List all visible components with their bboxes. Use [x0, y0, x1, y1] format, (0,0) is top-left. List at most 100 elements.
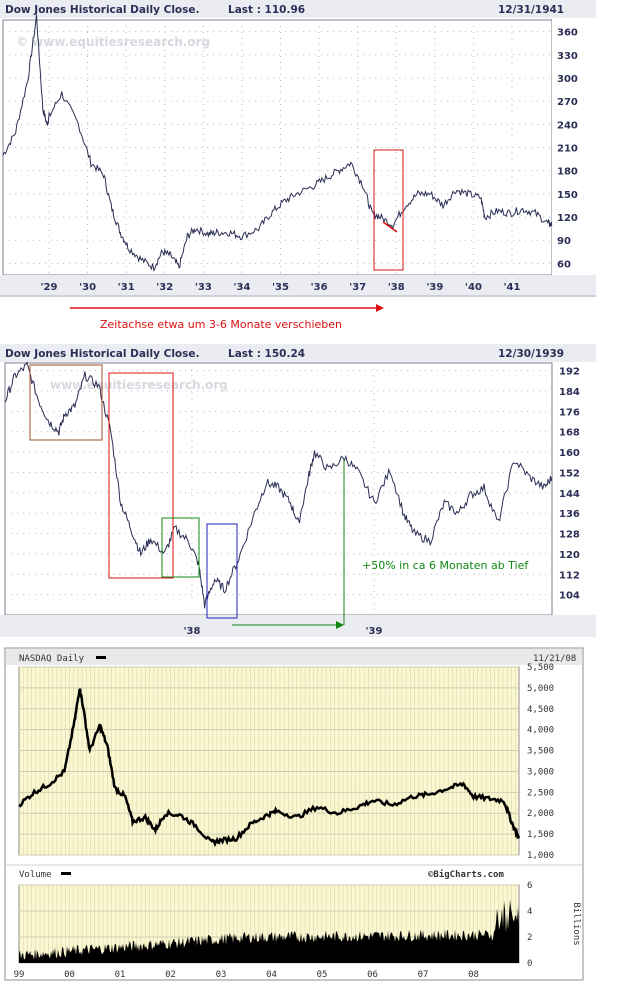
nasdaq-y-tick-label: 4,500	[527, 705, 554, 715]
chart1-header-bar	[0, 0, 596, 18]
chart2-watermark: www.equitiesresearch.org	[50, 378, 228, 392]
chart2-y-tick-label: 120	[559, 550, 580, 561]
volume-y-tick-label: 4	[527, 907, 532, 917]
chart2-y-tick-label: 144	[559, 489, 580, 500]
nasdaq-y-tick-label: 4,000	[527, 726, 554, 736]
chart2-x-tick-label: '39	[366, 626, 383, 637]
chart1-date: 12/31/1941	[498, 4, 564, 16]
nasdaq-x-tick-label: 06	[367, 970, 378, 980]
chart1-x-tick-label: '34	[233, 282, 250, 293]
chart2-header-bar	[0, 344, 596, 362]
chart1-watermark: © www.equitiesresearch.org	[16, 35, 210, 49]
chart1-y-tick-label: 120	[557, 213, 578, 224]
chart2-box-blue	[206, 523, 238, 619]
chart2-plot-area	[4, 362, 553, 616]
chart1-y-tick-label: 360	[557, 28, 578, 39]
chart2-x-ticks: '38 '39	[184, 626, 383, 637]
chart1-plot-area	[2, 19, 553, 276]
chart1-last: Last : 110.96	[228, 4, 305, 16]
volume-y-tick-label: 6	[527, 881, 532, 891]
nasdaq-y-ticks: 1,000 1,500 2,000 2,500 3,000 3,500 4,000 4,500…	[527, 663, 554, 861]
nasdaq-x-tick-label: 01	[115, 970, 126, 980]
chart1-x-tick-label: '33	[195, 282, 212, 293]
chart2-series-line	[4, 361, 553, 609]
chart2-y-tick-label: 168	[559, 428, 580, 439]
chart1-xaxis-bar	[0, 275, 596, 295]
chart2-y-tick-label: 160	[559, 448, 580, 459]
chart2-y-tick-label: 128	[559, 530, 580, 541]
dow-chart-1941: Dow Jones Historical Daily Close. Last :…	[0, 0, 596, 331]
nasdaq-y-tick-label: 5,000	[527, 684, 554, 694]
chart1-y-tick-label: 150	[557, 190, 578, 201]
volume-ylabel: Billions	[571, 902, 581, 945]
volume-bars	[19, 899, 519, 963]
nasdaq-y-tick-label: 3,500	[527, 747, 554, 757]
chart2-box-red	[108, 372, 174, 579]
chart1-x-tick-label: '32	[156, 282, 173, 293]
nasdaq-y-tick-label: 2,000	[527, 809, 554, 819]
chart1-y-tick-label: 300	[557, 74, 578, 85]
nasdaq-x-tick-label: 08	[468, 970, 479, 980]
chart1-x-tick-label: '40	[465, 282, 482, 293]
chart1-y-tick-label: 240	[557, 120, 578, 131]
nasdaq-chart: NASDAQ Daily 11/21/08 1,000 1,500 2,000 2,5…	[4, 647, 584, 981]
chart2-y-tick-label: 176	[559, 407, 580, 418]
chart2-y-tick-label: 152	[559, 468, 580, 479]
nasdaq-x-tick-label: 99	[14, 970, 25, 980]
chart1-y-tick-label: 180	[557, 167, 578, 178]
volume-y-ticks: 0 2 4 6	[527, 881, 532, 969]
nasdaq-x-ticks: 99 00 01 02 03 04 05 06 07 08	[14, 970, 479, 980]
shift-annotation: Zeitachse etwa um 3-6 Monate verschieben	[100, 318, 342, 331]
nasdaq-date: 11/21/08	[533, 654, 576, 664]
nasdaq-y-tick-label: 3,000	[527, 767, 554, 777]
chart2-x-tick-label: '38	[184, 626, 201, 637]
volume-y-tick-label: 2	[527, 933, 532, 943]
chart2-y-tick-label: 184	[559, 387, 580, 398]
chart2-box-brown	[29, 364, 103, 441]
chart1-y-ticks: 60 90 120 150 180 210 240 270 300 330 360	[557, 28, 578, 271]
chart1-y-tick-label: 90	[557, 236, 571, 247]
chart2-y-tick-label: 112	[559, 570, 580, 581]
nasdaq-legend-swatch	[96, 656, 106, 659]
chart2-last: Last : 150.24	[228, 348, 305, 360]
chart1-x-tick-label: '39	[426, 282, 443, 293]
nasdaq-header-bar	[6, 649, 582, 665]
chart1-grid	[3, 20, 552, 275]
chart1-red-slash	[382, 221, 398, 233]
chart1-yaxis-area	[552, 20, 596, 275]
chart2-xaxis-bar	[0, 615, 596, 637]
chart1-x-tick-label: '31	[118, 282, 135, 293]
chart1-y-tick-label: 270	[557, 97, 578, 108]
chart2-y-ticks: 104 112 120 128 136 144 152 160 168 176 184 192	[559, 367, 580, 602]
chart1-y-tick-label: 330	[557, 51, 578, 62]
chart1-y-tick-label: 60	[557, 259, 571, 270]
volume-legend-swatch	[61, 872, 71, 875]
chart1-x-tick-label: '37	[349, 282, 366, 293]
chart2-box-green	[161, 517, 200, 578]
chart1-x-ticks: '29 '30 '31 '32 '33 '34 '35 '36 '37 '38 '39 '40 '41	[41, 282, 521, 293]
nasdaq-y-tick-label: 2,500	[527, 788, 554, 798]
nasdaq-x-tick-label: 00	[64, 970, 75, 980]
chart1-series-line	[2, 14, 553, 272]
chart1-y-tick-label: 210	[557, 144, 578, 155]
chart2-y-tick-label: 136	[559, 509, 580, 520]
chart1-x-tick-label: '41	[504, 282, 521, 293]
nasdaq-y-tick-label: 1,000	[527, 851, 554, 861]
bigcharts-credit: ©BigCharts.com	[428, 869, 504, 880]
chart1-x-tick-label: '35	[272, 282, 289, 293]
nasdaq-title: NASDAQ Daily	[19, 654, 85, 664]
chart1-x-tick-label: '38	[388, 282, 405, 293]
nasdaq-y-tick-label: 5,500	[527, 663, 554, 673]
rally-annotation: +50% in ca 6 Monaten ab Tief	[362, 559, 529, 572]
volume-y-tick-label: 0	[527, 959, 532, 969]
chart1-highlight-box	[373, 149, 404, 271]
nasdaq-x-tick-label: 05	[317, 970, 328, 980]
rally-arrow-head	[336, 621, 344, 629]
chart1-x-tick-label: '30	[79, 282, 96, 293]
chart1-x-tick-label: '36	[311, 282, 328, 293]
chart2-date: 12/30/1939	[498, 348, 564, 360]
volume-title: Volume	[19, 870, 52, 880]
chart2-y-tick-label: 192	[559, 367, 580, 378]
nasdaq-x-tick-label: 03	[216, 970, 227, 980]
